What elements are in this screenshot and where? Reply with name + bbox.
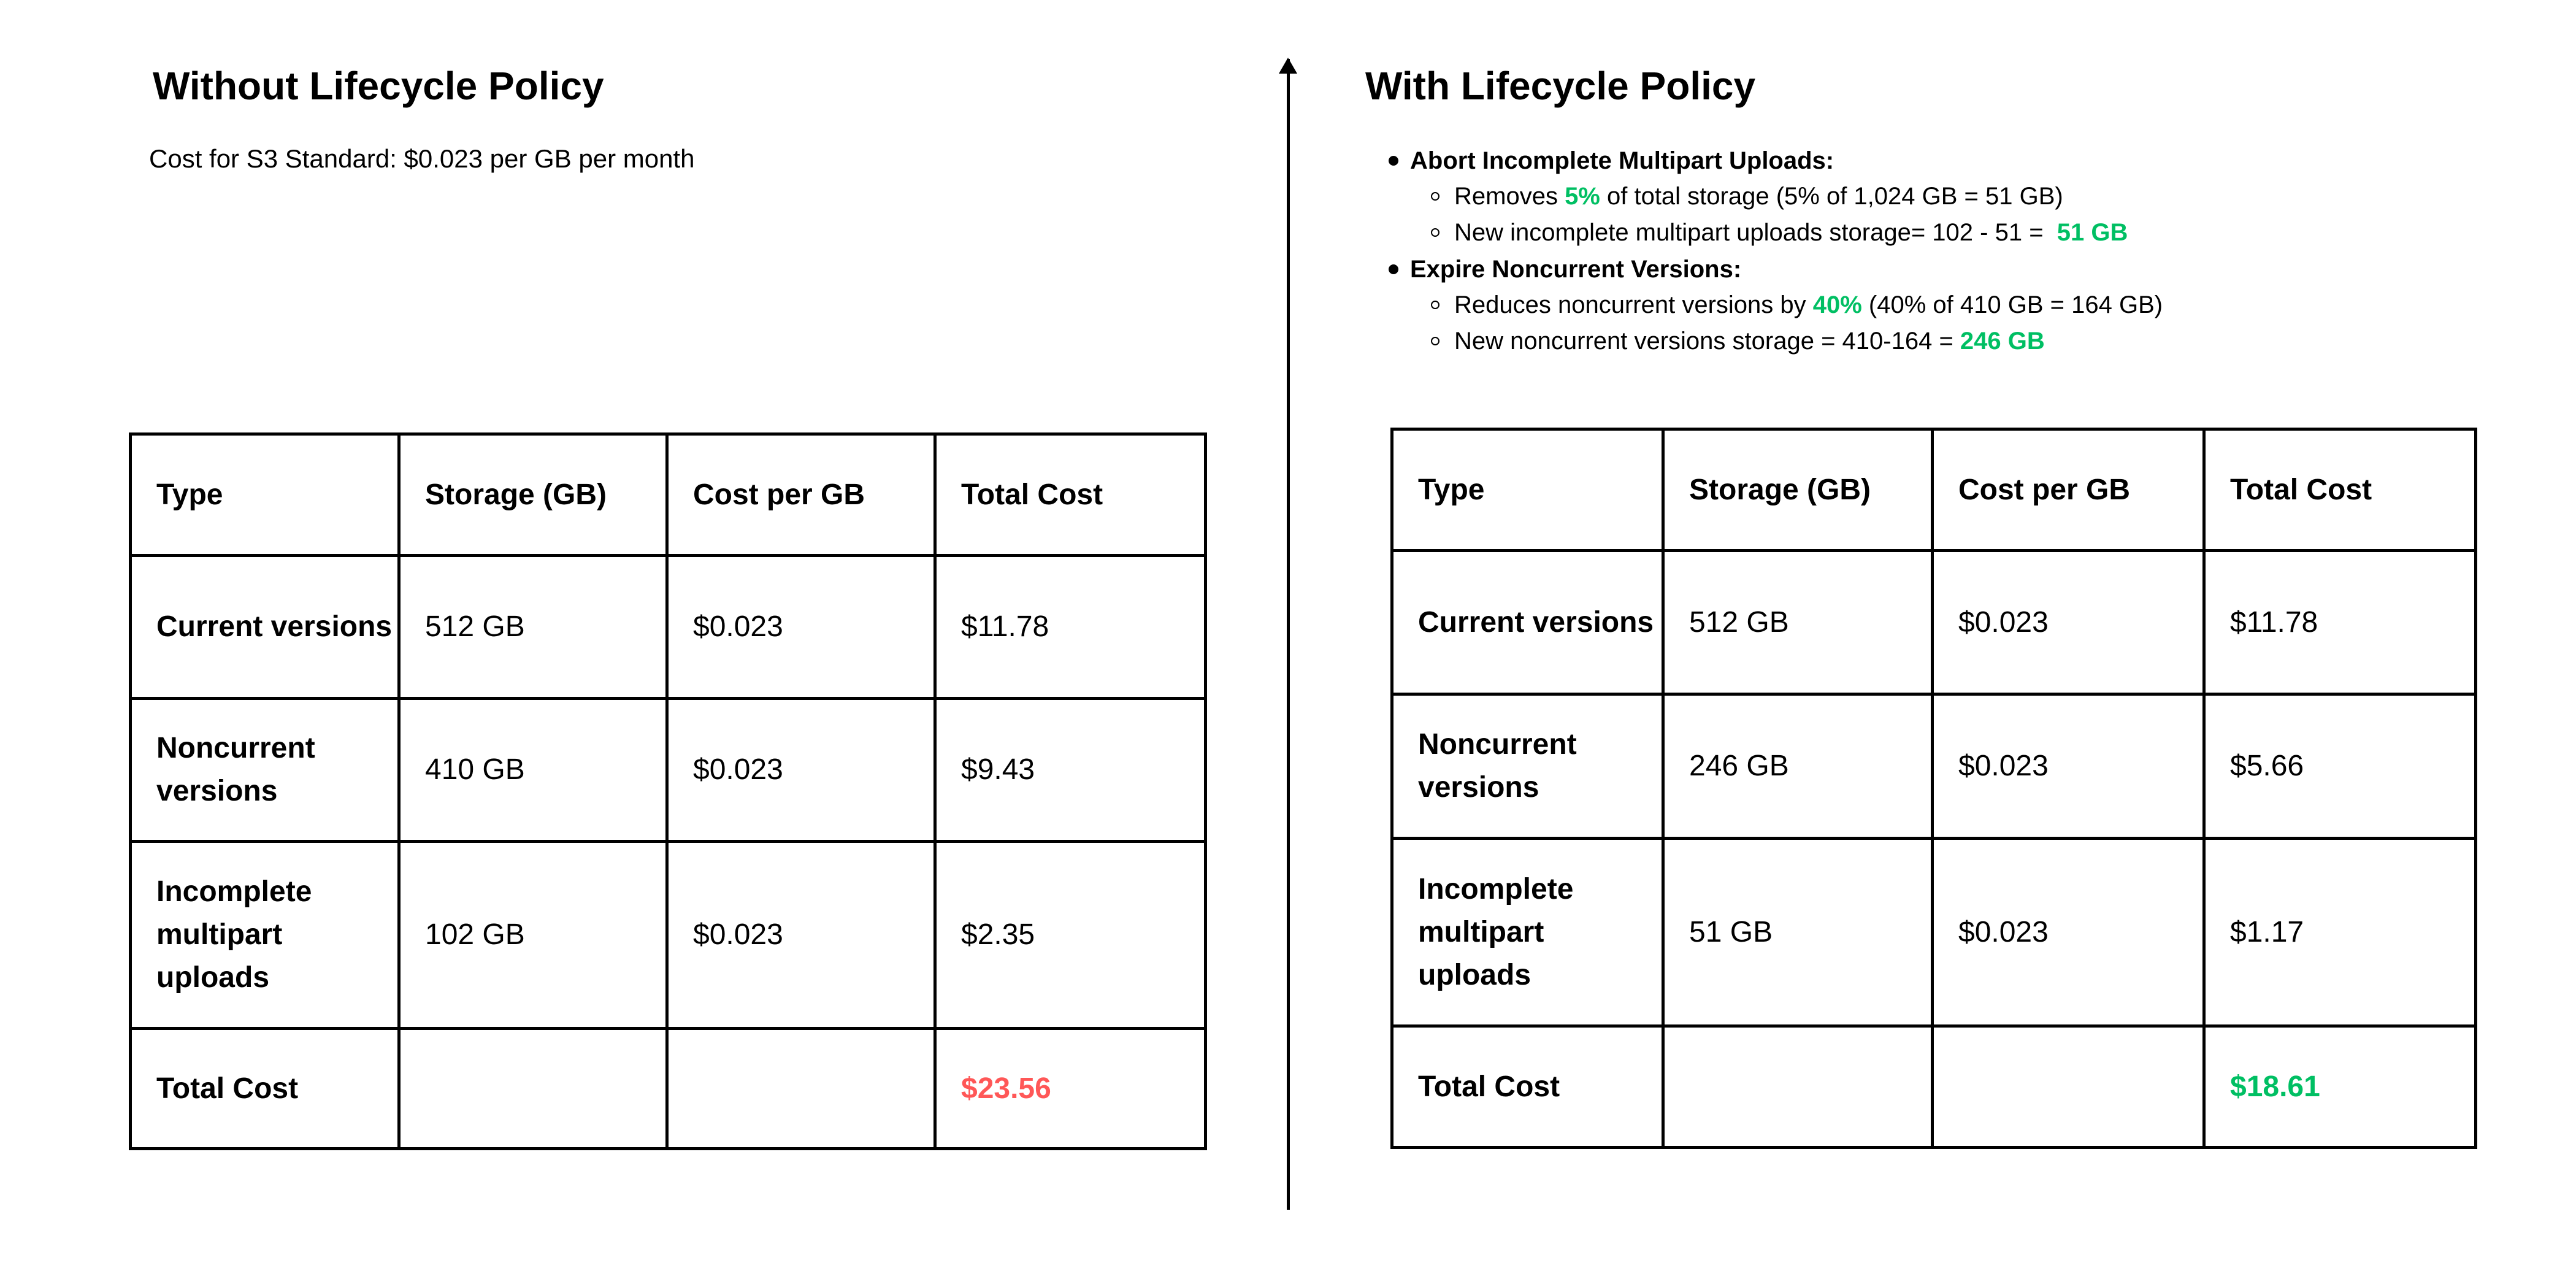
type-cell: Incomplete multipart uploads	[129, 840, 401, 1030]
sub-bullet-item: New noncurrent versions storage = 410-16…	[1454, 328, 2045, 355]
sub-bullet-item: New incomplete multipart uploads storage…	[1454, 219, 2128, 246]
type-cell: Noncurrent versions	[1390, 693, 1665, 840]
cost-per-gb-cell: $0.023	[665, 554, 937, 700]
right-cost-table: Type Storage (GB) Cost per GB Total Cost…	[1390, 428, 2477, 1149]
table-row: Noncurrent versions 246 GB $0.023 $5.66	[1390, 693, 2477, 840]
type-cell: Incomplete multipart uploads	[1390, 837, 1665, 1028]
sub-bullet-icon	[1431, 192, 1439, 201]
storage-cell: 512 GB	[397, 554, 669, 700]
storage-cell	[1662, 1024, 1934, 1149]
table-row: Incomplete multipart uploads 51 GB $0.02…	[1390, 837, 2477, 1028]
header-cell: Type	[1390, 428, 1665, 552]
type-cell: Total Cost	[1390, 1024, 1665, 1149]
total-cost-cell: $5.66	[2202, 693, 2477, 840]
table-row: Incomplete multipart uploads 102 GB $0.0…	[129, 840, 1207, 1030]
left-subtitle: Cost for S3 Standard: $0.023 per GB per …	[149, 144, 695, 173]
type-cell: Total Cost	[129, 1027, 401, 1150]
header-cell: Type	[129, 432, 401, 557]
cost-per-gb-cell: $0.023	[665, 697, 937, 843]
sub-bullet-item: Removes 5% of total storage (5% of 1,024…	[1454, 183, 2063, 210]
header-cell: Storage (GB)	[397, 432, 669, 557]
header-cell: Cost per GB	[1931, 428, 2206, 552]
type-cell: Current versions	[1390, 549, 1665, 696]
divider-arrow	[1287, 59, 1290, 1210]
bullet-heading: Abort Incomplete Multipart Uploads:	[1410, 147, 1834, 174]
total-cost-cell: $9.43	[933, 697, 1207, 843]
table-total-row: Total Cost $23.56	[129, 1027, 1207, 1150]
total-cost-cell: $2.35	[933, 840, 1207, 1030]
cost-per-gb-cell	[665, 1027, 937, 1150]
sub-bullet-icon	[1431, 228, 1439, 237]
total-cost-cell: $11.78	[933, 554, 1207, 700]
table-row: Current versions 512 GB $0.023 $11.78	[129, 554, 1207, 700]
bullet-heading: Expire Noncurrent Versions:	[1410, 256, 1742, 283]
left-title: Without Lifecycle Policy	[153, 64, 604, 108]
table-row: Current versions 512 GB $0.023 $11.78	[1390, 549, 2477, 696]
table-header-row: Type Storage (GB) Cost per GB Total Cost	[1390, 428, 2477, 552]
cost-per-gb-cell: $0.023	[1931, 549, 2206, 696]
header-cell: Total Cost	[2202, 428, 2477, 552]
table-row: Noncurrent versions 410 GB $0.023 $9.43	[129, 697, 1207, 843]
storage-cell: 410 GB	[397, 697, 669, 843]
sub-bullet-item: Reduces noncurrent versions by 40% (40% …	[1454, 291, 2163, 318]
cost-per-gb-cell: $0.023	[665, 840, 937, 1030]
table-total-row: Total Cost $18.61	[1390, 1024, 2477, 1149]
arrow-up-icon	[1279, 58, 1297, 74]
sub-bullet-icon	[1431, 337, 1439, 345]
cost-per-gb-cell: $0.023	[1931, 837, 2206, 1028]
cost-per-gb-cell	[1931, 1024, 2206, 1149]
grand-total-cell: $18.61	[2202, 1024, 2477, 1149]
storage-cell: 51 GB	[1662, 837, 1934, 1028]
header-cell: Cost per GB	[665, 432, 937, 557]
total-cost-cell: $1.17	[2202, 837, 2477, 1028]
header-cell: Storage (GB)	[1662, 428, 1934, 552]
bullet-icon	[1389, 264, 1398, 274]
grand-total-cell: $23.56	[933, 1027, 1207, 1150]
type-cell: Noncurrent versions	[129, 697, 401, 843]
sub-bullet-icon	[1431, 301, 1439, 309]
header-cell: Total Cost	[933, 432, 1207, 557]
storage-cell: 512 GB	[1662, 549, 1934, 696]
type-cell: Current versions	[129, 554, 401, 700]
storage-cell: 102 GB	[397, 840, 669, 1030]
storage-cell: 246 GB	[1662, 693, 1934, 840]
total-cost-cell: $11.78	[2202, 549, 2477, 696]
table-header-row: Type Storage (GB) Cost per GB Total Cost	[129, 432, 1207, 557]
left-cost-table: Type Storage (GB) Cost per GB Total Cost…	[129, 432, 1207, 1150]
right-title: With Lifecycle Policy	[1365, 64, 1756, 108]
bullet-icon	[1389, 156, 1398, 166]
storage-cell	[397, 1027, 669, 1150]
cost-per-gb-cell: $0.023	[1931, 693, 2206, 840]
